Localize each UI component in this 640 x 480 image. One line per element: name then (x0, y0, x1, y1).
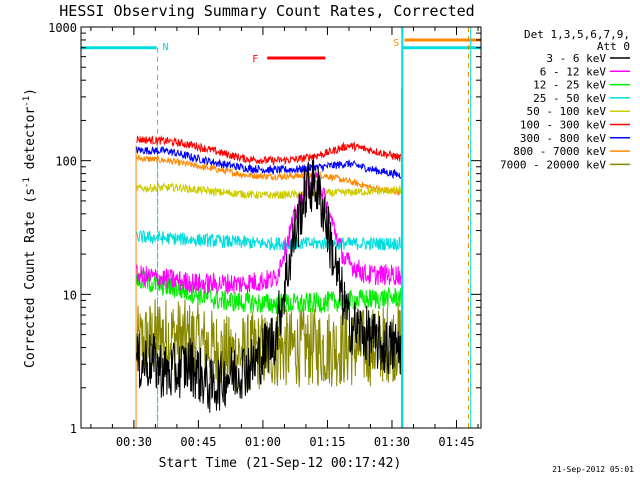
y-tick-label: 100 (55, 155, 77, 169)
legend-label: 7000 - 20000 keV (500, 158, 606, 171)
x-tick-label: 01:30 (374, 435, 410, 449)
x-tick-label: 01:00 (245, 435, 281, 449)
y-tick-label: 1 (70, 422, 77, 436)
axis-group: 00:30 00:45 01:00 01:15 01:30 01:45 1 10 100 1000 (48, 21, 482, 449)
series-50-100keV (136, 181, 402, 200)
series-100-300keV (136, 134, 402, 166)
legend-label: 12 - 25 keV (533, 79, 606, 92)
plot-frame (80, 26, 482, 429)
legend-label: 6 - 12 keV (540, 65, 607, 78)
plot-area: N F S (81, 27, 481, 428)
x-tick-label: 01:15 (309, 435, 345, 449)
y-axis-label: Corrected Count Rate (s-1 detector-1) (22, 88, 38, 368)
chart-title: HESSI Observing Summary Count Rates, Cor… (59, 2, 474, 20)
series-group (136, 134, 402, 413)
legend-label: 800 - 7000 keV (513, 145, 606, 158)
annotation-s: S (393, 38, 399, 49)
legend-label: 3 - 6 keV (546, 52, 606, 65)
annotation-n: N (163, 42, 169, 53)
legend-label: 100 - 300 keV (520, 119, 606, 132)
x-tick-label: 00:45 (180, 435, 216, 449)
legend-label: 50 - 100 keV (527, 105, 607, 118)
x-tick-label: 00:30 (116, 435, 152, 449)
timestamp: 21-Sep-2012 05:01 (552, 465, 634, 474)
legend-header-line2: Att 0 (597, 40, 630, 53)
annotation-f: F (252, 54, 258, 65)
legend-label: 300 - 800 keV (520, 132, 606, 145)
series-6-12keV (136, 171, 402, 295)
x-tick-label: 01:45 (438, 435, 474, 449)
y-tick-label: 10 (63, 288, 77, 302)
x-axis-label: Start Time (21-Sep-12 00:17:42) (159, 456, 402, 471)
legend-label: 25 - 50 keV (533, 92, 606, 105)
legend-header-line1: Det 1,3,5,6,7,9, (524, 28, 630, 41)
y-tick-label: 1000 (48, 21, 77, 35)
series-3-6keV (136, 154, 402, 413)
series-800-7000keV (136, 154, 402, 196)
series-25-50keV (136, 230, 402, 252)
series-300-800keV (136, 146, 402, 180)
